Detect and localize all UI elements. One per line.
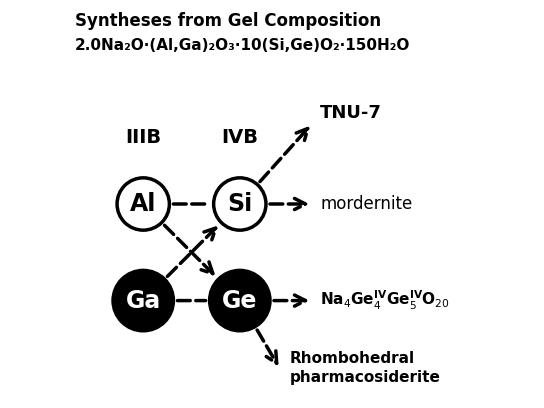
Text: TNU-7: TNU-7 — [320, 104, 382, 122]
Circle shape — [113, 271, 174, 331]
Text: Rhombohedral: Rhombohedral — [290, 351, 415, 366]
Text: Ga: Ga — [126, 288, 161, 313]
Text: Si: Si — [227, 192, 252, 216]
Circle shape — [209, 271, 270, 331]
Text: Na$_4$Ge$_4^{\mathregular{IV}}$Ge$_5^{\mathregular{IV}}$O$_{20}$: Na$_4$Ge$_4^{\mathregular{IV}}$Ge$_5^{\m… — [320, 289, 450, 312]
Text: 2.0Na₂O·(Al,Ga)₂O₃·10(Si,Ge)O₂·150H₂O: 2.0Na₂O·(Al,Ga)₂O₃·10(Si,Ge)O₂·150H₂O — [75, 38, 410, 53]
Circle shape — [117, 178, 169, 230]
Text: Al: Al — [130, 192, 157, 216]
Text: IIIB: IIIB — [125, 128, 161, 147]
Circle shape — [214, 178, 266, 230]
Text: Ge: Ge — [222, 288, 257, 313]
Text: Syntheses from Gel Composition: Syntheses from Gel Composition — [75, 12, 381, 30]
Text: pharmacosiderite: pharmacosiderite — [290, 370, 441, 385]
Text: mordernite: mordernite — [320, 195, 412, 213]
Text: IVB: IVB — [221, 128, 258, 147]
